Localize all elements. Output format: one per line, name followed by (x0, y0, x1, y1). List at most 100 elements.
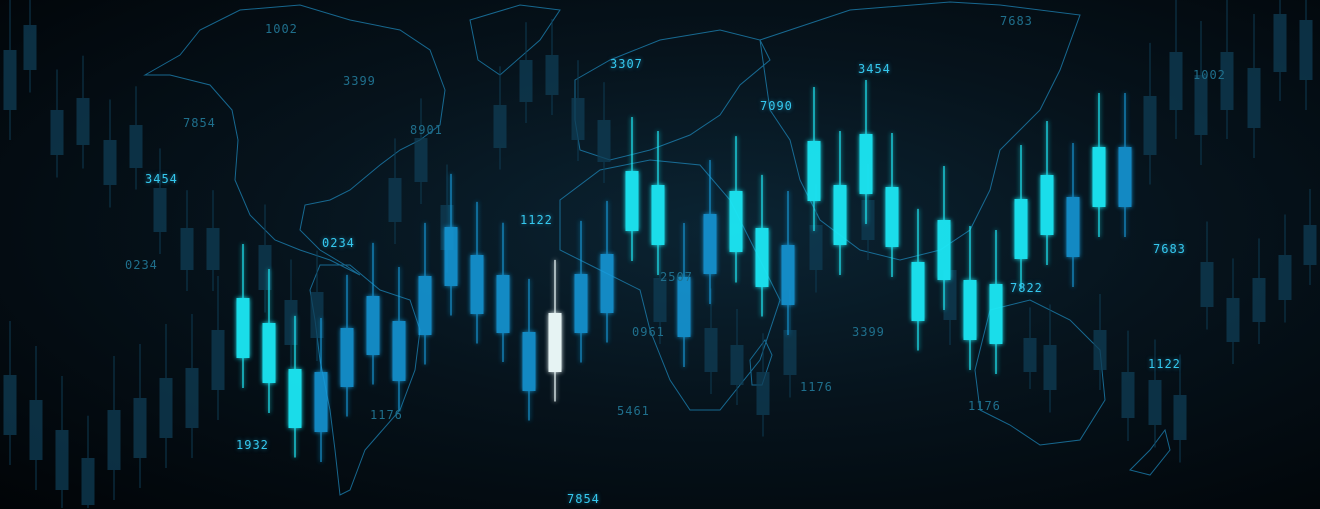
candle-body (180, 228, 194, 270)
candle-body (185, 368, 199, 428)
background-candle (1252, 238, 1266, 344)
background-candle (3, 0, 17, 140)
candle-body (1066, 197, 1080, 257)
background-candle (809, 184, 823, 293)
candle-body (1121, 372, 1135, 418)
candle-body (522, 332, 536, 391)
number-label: 3307 (610, 57, 643, 71)
candle-body (625, 171, 639, 231)
foreground-candle (236, 244, 250, 388)
candle-body (1093, 330, 1107, 370)
background-candle (1043, 304, 1057, 413)
candle-body (1200, 262, 1214, 307)
number-label: 1176 (968, 399, 1001, 413)
background-candle (23, 0, 37, 93)
candle-body (211, 330, 225, 390)
candle-body (1220, 52, 1234, 110)
candle-body (729, 191, 743, 252)
candle-body (1273, 14, 1287, 72)
background-candle (1148, 339, 1162, 448)
background-candle (81, 415, 95, 508)
background-candle (55, 376, 69, 508)
foreground-candle (392, 267, 406, 411)
number-label: 1002 (1193, 68, 1226, 82)
candle-body (388, 178, 402, 222)
candle-body (129, 125, 143, 168)
foreground-candle (911, 208, 925, 351)
candle-body (496, 275, 510, 333)
foreground-candle (859, 80, 873, 224)
foreground-candle (522, 278, 536, 421)
foreground-candle (755, 174, 769, 317)
candle-body (1194, 75, 1208, 135)
background-candle (133, 344, 147, 488)
background-candle (519, 22, 533, 123)
foreground-candle (444, 173, 458, 316)
candle-body (340, 328, 354, 387)
candle-body (519, 60, 533, 102)
candle-body (1299, 20, 1313, 80)
number-label: 0234 (322, 236, 355, 250)
number-label: 1122 (520, 213, 553, 227)
background-candle (185, 314, 199, 458)
background-candle (258, 204, 272, 313)
background-candle (103, 99, 117, 208)
background-candle (545, 19, 559, 115)
candle-body (262, 323, 276, 383)
candle-body (1169, 52, 1183, 110)
candle-body (50, 110, 64, 155)
foreground-candle (781, 191, 795, 335)
candle-body (23, 25, 37, 70)
foreground-candle (366, 242, 380, 385)
candle-body (258, 245, 272, 290)
candle-body (911, 262, 925, 321)
foreground-candle (1092, 93, 1106, 237)
foreground-candle (885, 133, 899, 277)
candle-body (470, 255, 484, 314)
foreground-candle (1040, 121, 1054, 265)
candle-body (1023, 338, 1037, 372)
candle-body (236, 298, 250, 358)
number-label: 7822 (1010, 281, 1043, 295)
candle-body (651, 185, 665, 245)
background-candle (1273, 0, 1287, 101)
background-candle (414, 98, 428, 204)
candle-body (937, 220, 951, 280)
candle-body (153, 188, 167, 232)
foreground-candle (548, 259, 562, 402)
number-label: 7090 (760, 99, 793, 113)
foreground-candle (807, 87, 821, 231)
number-label: 7854 (567, 492, 600, 506)
candle-body (3, 50, 17, 110)
background-candle (76, 55, 90, 169)
candle-body (1014, 199, 1028, 259)
candle-body (653, 278, 667, 322)
foreground-candle (314, 318, 328, 462)
candle-body (81, 458, 95, 505)
candle-body (755, 228, 769, 287)
candle-body (392, 321, 406, 381)
greenland-outline (469, 4, 561, 76)
foreground-candle (651, 131, 665, 275)
number-label: 7683 (1153, 242, 1186, 256)
candle-body (1226, 298, 1240, 342)
background-candle (159, 324, 173, 468)
candle-body (833, 185, 847, 245)
number-label: 1176 (800, 380, 833, 394)
background-candle (1278, 214, 1292, 323)
background-candle (756, 333, 770, 437)
number-label: 3399 (852, 325, 885, 339)
candle-body (943, 270, 957, 320)
candle-body (107, 410, 121, 470)
background-candle (129, 86, 143, 190)
candle-body (781, 245, 795, 305)
background-candle (1093, 294, 1107, 390)
number-label: 1002 (265, 22, 298, 36)
candle-body (963, 280, 977, 340)
background-candle (653, 238, 667, 344)
background-candle (153, 148, 167, 254)
candle-body (1247, 68, 1261, 128)
background-candle (783, 289, 797, 398)
background-candle (1173, 354, 1187, 463)
